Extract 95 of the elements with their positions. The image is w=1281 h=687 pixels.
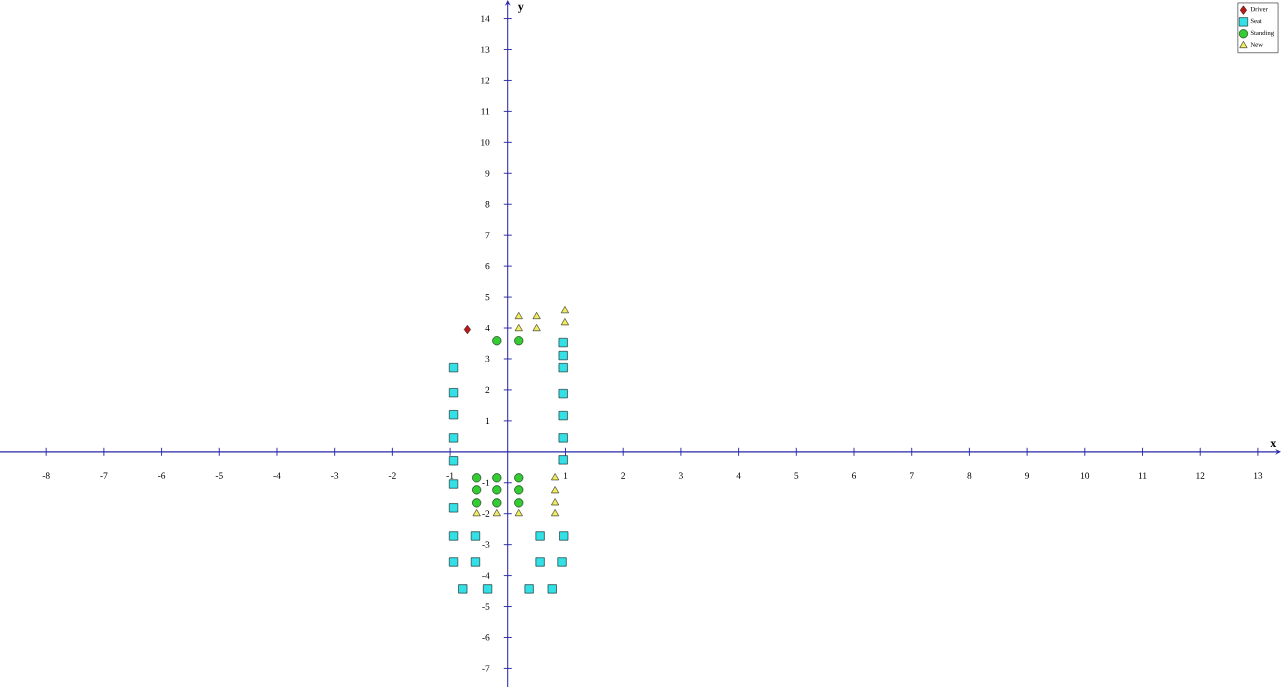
x-tick-label: 11 — [1138, 472, 1147, 479]
point — [514, 498, 524, 508]
x-tick-label: 7 — [909, 472, 914, 479]
point — [472, 498, 482, 508]
x-tick-label: -1 — [446, 472, 454, 479]
x-tick-label: 8 — [967, 472, 972, 479]
point — [514, 324, 523, 332]
x-tick-label: -5 — [215, 472, 223, 479]
point — [492, 485, 502, 495]
y-tick-label: 12 — [481, 77, 490, 84]
point — [449, 479, 459, 489]
y-tick-label: 9 — [485, 170, 490, 177]
y-tick-label: -2 — [482, 510, 490, 517]
point — [449, 531, 459, 541]
y-tick-label: 8 — [485, 201, 490, 208]
y-tick-label: -4 — [482, 572, 490, 579]
point — [449, 433, 459, 443]
point — [559, 531, 569, 541]
x-tick-label: -7 — [100, 472, 108, 479]
point — [532, 312, 541, 319]
y-tick-label: 3 — [485, 355, 490, 363]
y-tick-label: 13 — [481, 46, 490, 53]
y-tick-label: 6 — [485, 263, 490, 270]
point — [472, 509, 481, 517]
point — [557, 557, 567, 567]
point — [551, 473, 560, 481]
point — [558, 351, 568, 361]
point — [492, 509, 501, 517]
point — [551, 498, 560, 506]
point — [449, 410, 459, 420]
point — [472, 473, 482, 483]
point — [449, 363, 459, 373]
point — [492, 498, 502, 508]
point — [514, 473, 524, 483]
y-tick-label: 14 — [481, 15, 490, 22]
point — [535, 531, 545, 541]
point — [463, 325, 471, 335]
x-tick-label: 5 — [794, 472, 799, 479]
x-tick-label: 10 — [1080, 472, 1090, 479]
x-tick-label: -6 — [158, 472, 166, 479]
point — [514, 336, 524, 346]
y-tick-label: -7 — [482, 665, 490, 672]
x-tick-label: -2 — [388, 472, 396, 479]
point — [514, 509, 523, 517]
y-tick-label: 2 — [485, 386, 490, 394]
y-tick-label: -6 — [482, 634, 490, 641]
point — [558, 433, 568, 443]
y-tick-label: 11 — [481, 108, 490, 115]
point — [532, 324, 541, 332]
point — [535, 557, 545, 567]
x-tick-label: -8 — [42, 472, 50, 479]
point — [492, 473, 502, 483]
y-tick-label: 4 — [485, 324, 490, 332]
point — [558, 455, 568, 465]
y-tick-label: -3 — [482, 541, 490, 548]
point — [458, 584, 468, 594]
x-tick-label: 3 — [679, 472, 683, 479]
point — [551, 509, 560, 517]
point — [514, 485, 524, 495]
point — [560, 318, 569, 326]
x-tick-label: 12 — [1196, 472, 1205, 479]
y-tick-label: 7 — [485, 232, 490, 239]
point — [547, 584, 557, 594]
point — [524, 584, 534, 594]
point — [558, 411, 568, 421]
x-tick-label: 13 — [1254, 472, 1263, 479]
x-tick-label: 2 — [621, 472, 625, 479]
x-tick-label: 4 — [736, 472, 741, 479]
point — [551, 486, 560, 494]
y-tick-label: 1 — [485, 417, 490, 424]
x-tick-label: -4 — [273, 472, 281, 479]
y-tick-label: -5 — [482, 603, 490, 610]
point — [558, 363, 568, 373]
point — [449, 388, 459, 398]
point — [449, 557, 459, 567]
point — [449, 503, 459, 513]
x-tick-label: -3 — [331, 472, 339, 479]
y-tick-label: 5 — [485, 293, 490, 301]
point — [514, 312, 523, 319]
point — [558, 389, 568, 399]
point — [449, 456, 459, 466]
y-axis-title: y — [517, 4, 524, 13]
x-tick-label: 1 — [563, 472, 568, 479]
point — [560, 306, 569, 314]
x-tick-label: 6 — [852, 472, 857, 479]
x-tick-label: 9 — [1025, 472, 1030, 479]
y-tick-label: 10 — [481, 139, 490, 146]
point — [483, 584, 493, 594]
x-axis-title: x — [1270, 441, 1277, 448]
point — [470, 557, 481, 567]
point — [470, 531, 481, 541]
point — [558, 338, 568, 348]
point — [492, 336, 502, 346]
point — [472, 485, 482, 495]
y-tick-label: -1 — [482, 479, 490, 486]
